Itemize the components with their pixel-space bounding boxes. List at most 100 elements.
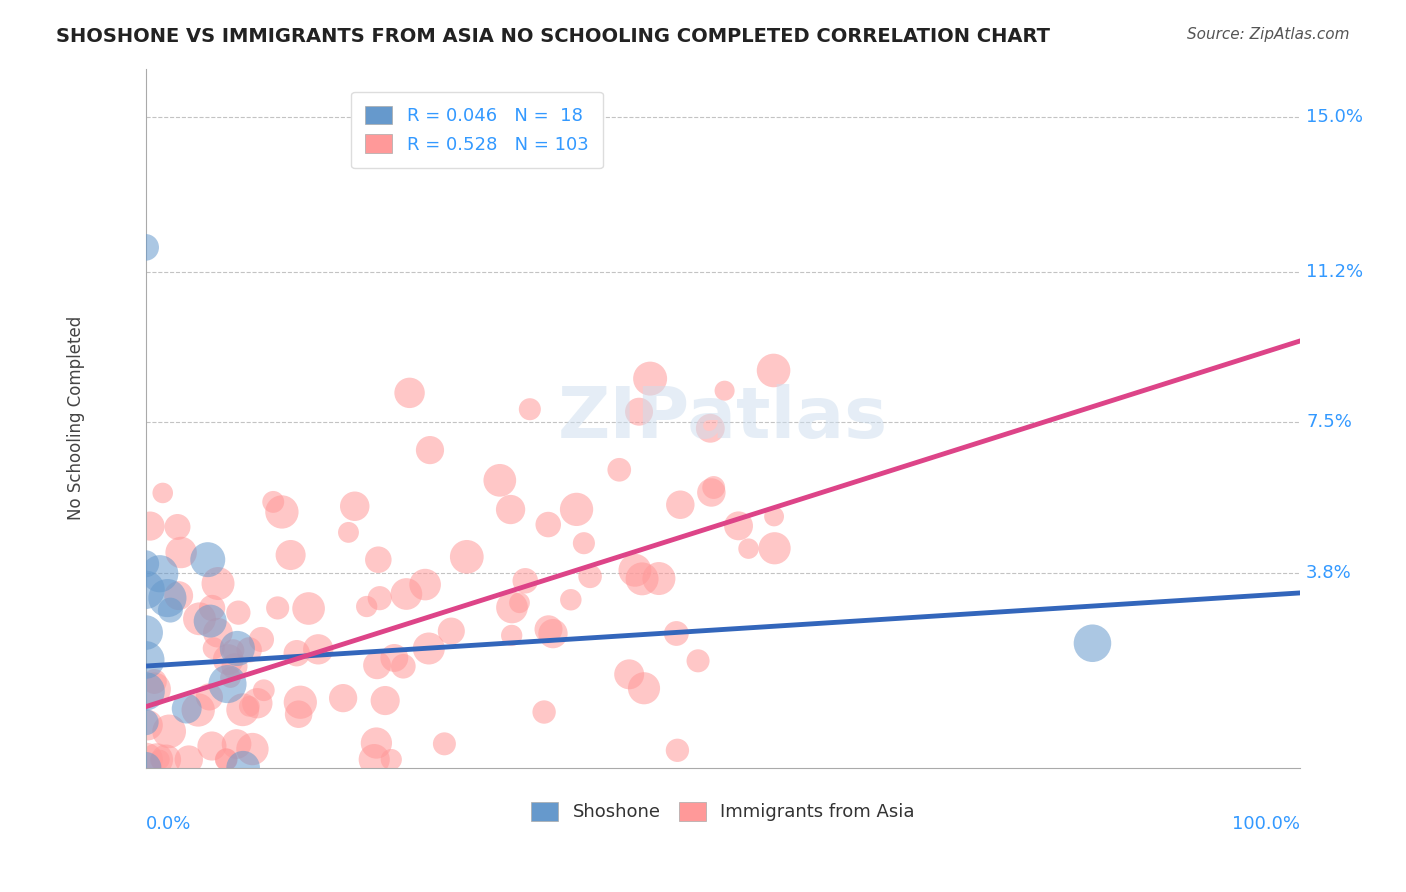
- Point: [285, 646, 308, 660]
- Text: No Schooling Completed: No Schooling Completed: [67, 316, 86, 520]
- Text: 7.5%: 7.5%: [1306, 413, 1353, 431]
- Point: [262, 495, 284, 509]
- Point: [579, 569, 602, 583]
- Point: [392, 659, 415, 673]
- Point: [149, 566, 172, 581]
- Point: [253, 683, 276, 698]
- Point: [135, 653, 157, 667]
- Point: [669, 498, 692, 512]
- Point: [686, 654, 709, 668]
- Point: [232, 703, 254, 717]
- Point: [280, 548, 302, 562]
- Point: [135, 761, 157, 775]
- Text: Source: ZipAtlas.com: Source: ZipAtlas.com: [1187, 27, 1350, 42]
- Point: [290, 695, 312, 709]
- Point: [159, 603, 181, 617]
- Point: [155, 753, 177, 767]
- Point: [343, 500, 366, 514]
- Point: [242, 742, 264, 756]
- Point: [143, 674, 166, 689]
- Point: [638, 371, 661, 385]
- Point: [413, 577, 436, 591]
- Text: 100.0%: 100.0%: [1232, 815, 1301, 833]
- Point: [187, 703, 209, 717]
- Point: [307, 642, 329, 657]
- Point: [135, 557, 157, 571]
- Point: [508, 596, 530, 610]
- Point: [501, 628, 523, 642]
- Point: [699, 421, 721, 435]
- Point: [440, 624, 463, 638]
- Point: [135, 582, 157, 597]
- Point: [488, 473, 510, 487]
- Point: [219, 671, 242, 685]
- Point: [617, 667, 640, 681]
- Point: [198, 690, 221, 704]
- Point: [366, 658, 388, 673]
- Point: [382, 651, 405, 665]
- Point: [363, 753, 385, 767]
- Point: [217, 652, 239, 666]
- Text: ZIPatlas: ZIPatlas: [558, 384, 889, 452]
- Point: [170, 545, 193, 559]
- Point: [368, 591, 391, 606]
- Point: [201, 739, 224, 753]
- Point: [177, 753, 200, 767]
- Point: [224, 659, 246, 673]
- Point: [149, 753, 172, 767]
- Point: [560, 592, 582, 607]
- Point: [201, 601, 224, 615]
- Point: [624, 563, 647, 577]
- Point: [135, 625, 157, 640]
- Text: 11.2%: 11.2%: [1306, 263, 1364, 281]
- Point: [207, 625, 229, 640]
- Point: [152, 486, 174, 500]
- Point: [418, 641, 440, 656]
- Point: [238, 643, 260, 657]
- Point: [246, 696, 269, 710]
- Point: [332, 691, 354, 706]
- Point: [607, 463, 630, 477]
- Point: [763, 541, 786, 556]
- Point: [648, 572, 671, 586]
- Text: SHOSHONE VS IMMIGRANTS FROM ASIA NO SCHOOLING COMPLETED CORRELATION CHART: SHOSHONE VS IMMIGRANTS FROM ASIA NO SCHO…: [56, 27, 1050, 45]
- Point: [297, 601, 319, 615]
- Point: [135, 684, 157, 698]
- Point: [136, 718, 159, 732]
- Point: [628, 405, 651, 419]
- Point: [176, 701, 198, 715]
- Point: [238, 699, 260, 714]
- Point: [197, 552, 219, 566]
- Point: [727, 519, 749, 533]
- Point: [139, 519, 162, 533]
- Point: [146, 753, 169, 767]
- Point: [398, 385, 420, 400]
- Point: [456, 549, 478, 564]
- Point: [700, 485, 723, 500]
- Point: [135, 753, 157, 767]
- Text: 15.0%: 15.0%: [1306, 108, 1362, 127]
- Point: [499, 502, 522, 516]
- Point: [537, 622, 560, 636]
- Legend: Shoshone, Immigrants from Asia: Shoshone, Immigrants from Asia: [524, 795, 922, 829]
- Point: [157, 724, 180, 739]
- Point: [633, 681, 655, 696]
- Point: [135, 240, 157, 254]
- Point: [143, 682, 166, 697]
- Point: [665, 626, 688, 640]
- Point: [215, 753, 238, 767]
- Point: [337, 525, 360, 540]
- Text: 0.0%: 0.0%: [146, 815, 191, 833]
- Point: [222, 643, 245, 657]
- Text: 3.8%: 3.8%: [1306, 564, 1351, 582]
- Point: [631, 572, 654, 586]
- Point: [366, 736, 388, 750]
- Point: [228, 606, 250, 620]
- Point: [217, 677, 239, 691]
- Point: [763, 509, 786, 524]
- Point: [198, 614, 221, 628]
- Point: [515, 574, 537, 588]
- Point: [232, 761, 254, 775]
- Point: [166, 520, 188, 534]
- Point: [541, 626, 564, 640]
